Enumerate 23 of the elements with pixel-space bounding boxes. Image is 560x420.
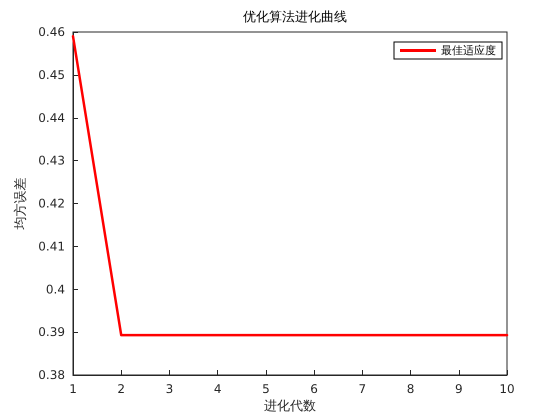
x-tick-label: 6: [310, 382, 318, 396]
x-tick-label: 3: [166, 382, 174, 396]
y-tick-label: 0.45: [38, 68, 65, 82]
y-tick-label: 0.46: [38, 25, 65, 39]
x-tick-label: 2: [117, 382, 126, 396]
y-tick-label: 0.39: [38, 325, 65, 340]
y-tick-label: 0.44: [38, 110, 65, 125]
y-tick-label: 0.38: [38, 368, 65, 382]
x-axis-title: 进化代数: [264, 399, 316, 414]
x-tick-label: 10: [499, 382, 515, 396]
x-tick-label: 4: [214, 382, 222, 396]
y-tick-label: 0.43: [38, 154, 65, 168]
y-axis-title: 均方误差: [12, 178, 28, 230]
y-tick-label: 0.41: [38, 239, 65, 254]
x-tick-label: 7: [358, 382, 366, 396]
x-tick-label: 9: [454, 382, 463, 396]
x-tick-label: 8: [406, 382, 414, 396]
x-tick-label: 1: [69, 382, 77, 396]
legend-label: 最佳适应度: [441, 44, 496, 57]
x-tick-label: 5: [262, 382, 270, 396]
y-tick-label: 0.4: [46, 282, 65, 296]
chart-title: 优化算法进化曲线: [243, 10, 347, 25]
y-tick-label: 0.42: [38, 196, 65, 210]
